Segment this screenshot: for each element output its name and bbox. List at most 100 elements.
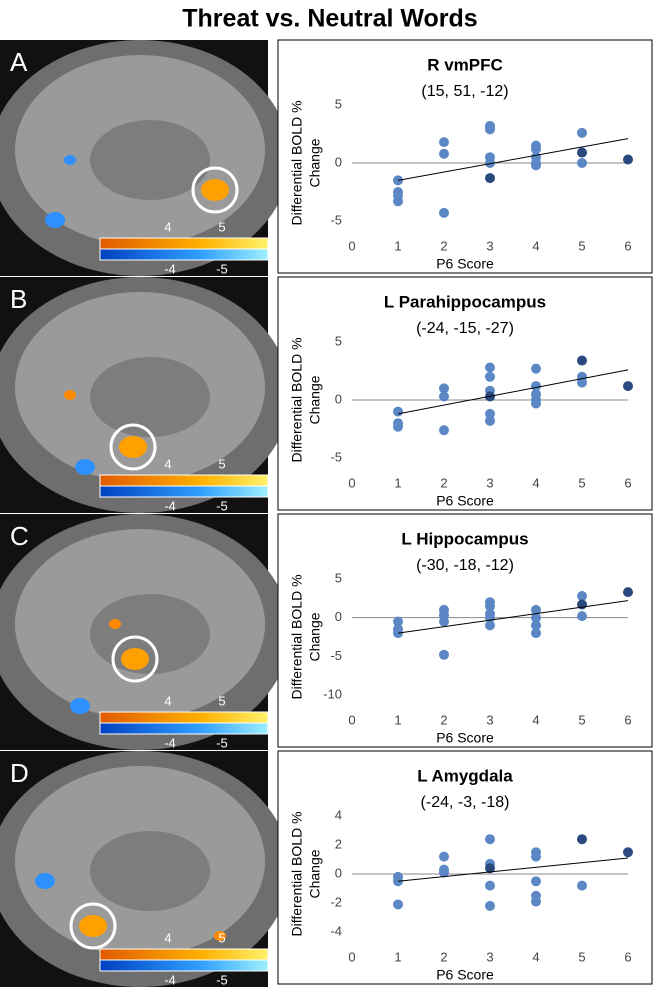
point bbox=[439, 148, 449, 159]
colorbar bbox=[99, 722, 269, 735]
trend-line bbox=[397, 857, 629, 882]
x-axis-label: P6 Score bbox=[436, 256, 494, 272]
panel-letter: B bbox=[10, 284, 27, 314]
point bbox=[577, 377, 587, 388]
point bbox=[439, 649, 449, 660]
chart-title: R vmPFC bbox=[427, 55, 503, 74]
point bbox=[485, 601, 495, 612]
point bbox=[531, 604, 541, 615]
x-axis-label: P6 Score bbox=[436, 967, 494, 983]
x-tick-label: 5 bbox=[578, 475, 585, 490]
point bbox=[623, 587, 633, 598]
point bbox=[485, 900, 495, 911]
colorbar-label: 4 bbox=[164, 219, 171, 234]
point bbox=[393, 899, 403, 910]
panel-letter: A bbox=[10, 47, 28, 77]
roi-circle bbox=[109, 423, 157, 471]
activation bbox=[79, 915, 107, 937]
point bbox=[485, 620, 495, 631]
activation bbox=[35, 873, 55, 889]
x-tick-label: 5 bbox=[578, 949, 585, 964]
chart-box bbox=[277, 276, 653, 511]
trend-line bbox=[397, 369, 629, 415]
point bbox=[577, 158, 587, 168]
activation bbox=[45, 212, 65, 228]
x-tick-label: 1 bbox=[394, 238, 401, 253]
chart-subtitle: (-24, -3, -18) bbox=[421, 794, 510, 811]
point bbox=[439, 616, 449, 627]
y-tick-label: 5 bbox=[335, 96, 342, 111]
roi-circle bbox=[69, 902, 117, 950]
point bbox=[485, 173, 495, 184]
colorbar-label: -5 bbox=[216, 498, 228, 513]
x-tick-label: 4 bbox=[532, 238, 539, 253]
point bbox=[577, 591, 587, 602]
y-axis-label: Change bbox=[307, 612, 323, 661]
point bbox=[531, 620, 541, 631]
point bbox=[393, 406, 403, 417]
y-axis-label: Change bbox=[307, 375, 323, 424]
y-axis-label: Differential BOLD % bbox=[289, 574, 305, 699]
colorbar-label: 5 bbox=[218, 219, 225, 234]
activation bbox=[64, 390, 76, 400]
point bbox=[577, 834, 587, 845]
y-tick-label: 4 bbox=[335, 807, 342, 822]
y-axis-label: Differential BOLD % bbox=[289, 811, 305, 936]
chart-title: L Hippocampus bbox=[401, 529, 528, 548]
y-tick-label: -2 bbox=[330, 894, 342, 909]
point bbox=[531, 896, 541, 907]
x-tick-label: 3 bbox=[486, 949, 493, 964]
activation bbox=[109, 619, 121, 629]
y-tick-label: 0 bbox=[335, 154, 342, 169]
x-axis-label: P6 Score bbox=[436, 730, 494, 746]
colorbar-label: 5 bbox=[218, 930, 225, 945]
y-tick-label: 2 bbox=[335, 836, 342, 851]
colorbar-label: -4 bbox=[164, 498, 176, 513]
point bbox=[485, 124, 495, 135]
colorbar-label: 5 bbox=[218, 456, 225, 471]
point bbox=[531, 612, 541, 623]
point bbox=[439, 425, 449, 436]
colorbar-label: -4 bbox=[164, 972, 176, 987]
y-tick-label: -5 bbox=[330, 449, 342, 464]
roi-circle bbox=[111, 635, 159, 683]
y-tick-label: 0 bbox=[335, 609, 342, 624]
brain-core bbox=[90, 120, 210, 200]
chart-box bbox=[277, 39, 653, 274]
x-tick-label: 2 bbox=[440, 949, 447, 964]
x-axis-label: P6 Score bbox=[436, 493, 494, 509]
colorbar-label: -4 bbox=[164, 735, 176, 750]
x-tick-label: 3 bbox=[486, 475, 493, 490]
point bbox=[439, 137, 449, 148]
point bbox=[531, 363, 541, 374]
point bbox=[577, 127, 587, 138]
point bbox=[439, 391, 449, 402]
x-tick-label: 4 bbox=[532, 475, 539, 490]
roi-circle bbox=[191, 166, 239, 214]
chart-title: L Amygdala bbox=[417, 766, 513, 785]
y-tick-label: 5 bbox=[335, 333, 342, 348]
point bbox=[623, 847, 633, 858]
x-tick-label: 0 bbox=[348, 712, 355, 727]
x-tick-label: 1 bbox=[394, 949, 401, 964]
y-tick-label: -10 bbox=[323, 686, 342, 701]
x-tick-label: 6 bbox=[624, 475, 631, 490]
y-axis-label: Change bbox=[307, 138, 323, 187]
colorbar bbox=[99, 959, 269, 972]
colorbar-label: -5 bbox=[216, 261, 228, 276]
x-tick-label: 0 bbox=[348, 475, 355, 490]
y-tick-label: -5 bbox=[330, 648, 342, 663]
colorbar bbox=[99, 711, 269, 724]
x-tick-label: 3 bbox=[486, 712, 493, 727]
point bbox=[577, 355, 587, 366]
trend-line bbox=[397, 600, 629, 634]
activation bbox=[119, 436, 147, 458]
x-tick-label: 5 bbox=[578, 712, 585, 727]
panel-letter: D bbox=[10, 758, 29, 788]
point bbox=[393, 196, 403, 207]
colorbar-label: 4 bbox=[164, 456, 171, 471]
activation bbox=[201, 179, 229, 201]
point bbox=[485, 863, 495, 874]
x-tick-label: 2 bbox=[440, 475, 447, 490]
